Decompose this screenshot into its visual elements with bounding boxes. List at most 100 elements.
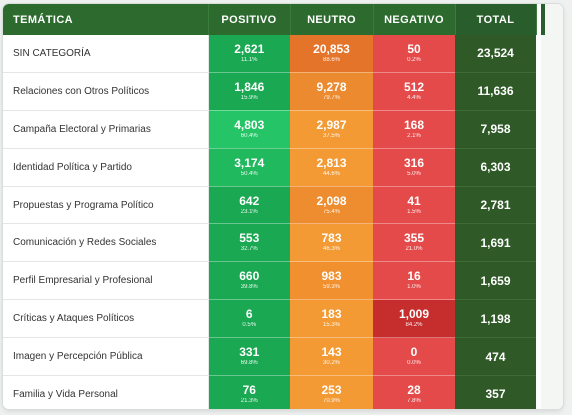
- total-cell: 1,659: [455, 261, 536, 301]
- column-header-total[interactable]: TOTAL: [455, 4, 537, 35]
- negative-count: 16: [407, 269, 421, 284]
- neutral-percent: 59.3%: [322, 284, 340, 291]
- total-cell: 6,303: [455, 148, 536, 187]
- total-cell: 11,636: [455, 72, 536, 111]
- total-cell: 2,781: [455, 186, 536, 225]
- table-row[interactable]: Comunicación y Redes Sociales 553 32.7% 783…: [3, 223, 536, 263]
- neutral-count: 2,813: [316, 155, 347, 170]
- topic-cell: Campaña Electoral y Primarias: [3, 110, 209, 149]
- positive-percent: 69.8%: [240, 360, 258, 367]
- positive-percent: 15.9%: [240, 94, 258, 101]
- positive-percent: 11.1%: [240, 56, 258, 63]
- topic-cell: Imagen y Percepción Pública: [3, 337, 209, 377]
- neutral-count: 143: [321, 345, 342, 360]
- positive-percent: 0.5%: [242, 322, 257, 329]
- topic-cell: SIN CATEGORÍA: [3, 35, 209, 73]
- table-row[interactable]: Familia y Vida Personal 76 21.3% 253 70.9% 28…: [3, 375, 536, 409]
- table-row[interactable]: Perfil Empresarial y Profesional 660 39.8%…: [3, 261, 536, 301]
- negative-count: 50: [407, 41, 421, 56]
- neutral-percent: 70.9%: [322, 397, 340, 404]
- total-cell: 1,691: [455, 223, 536, 263]
- table-row[interactable]: Críticas y Ataques Políticos 6 0.5% 183 15.3…: [3, 299, 536, 339]
- neutral-cell: 783 46.3%: [290, 223, 373, 263]
- negative-percent: 4.4%: [407, 94, 421, 101]
- positive-percent: 39.8%: [240, 284, 258, 291]
- positive-cell: 1,846 15.9%: [208, 72, 290, 111]
- positive-percent: 60.4%: [240, 132, 258, 139]
- positive-count: 1,846: [234, 79, 265, 94]
- neutral-percent: 79.7%: [322, 94, 340, 101]
- column-header-neutral[interactable]: NEUTRO: [290, 4, 374, 35]
- column-header-positive[interactable]: POSITIVO: [208, 4, 291, 35]
- negative-cell: 1,009 84.2%: [373, 299, 455, 339]
- total-cell: 7,958: [455, 110, 536, 149]
- column-header-negative[interactable]: NEGATIVO: [373, 4, 456, 35]
- table-header-row: TEMÁTICA POSITIVO NEUTRO NEGATIVO TOTAL: [3, 4, 537, 35]
- negative-cell: 0 0.0%: [373, 337, 455, 377]
- positive-percent: 32.7%: [240, 246, 258, 253]
- positive-count: 2,621: [234, 41, 265, 56]
- negative-percent: 0.2%: [407, 56, 421, 63]
- neutral-count: 253: [321, 382, 342, 397]
- total-cell: 23,524: [455, 35, 536, 73]
- negative-count: 28: [407, 382, 421, 397]
- negative-percent: 2.1%: [407, 132, 421, 139]
- total-cell: 474: [455, 337, 536, 377]
- positive-cell: 6 0.5%: [208, 299, 290, 339]
- negative-cell: 355 21.0%: [373, 223, 455, 263]
- topic-cell: Perfil Empresarial y Profesional: [3, 261, 209, 301]
- negative-count: 512: [403, 79, 425, 94]
- neutral-cell: 983 59.3%: [290, 261, 373, 301]
- total-cell: 357: [455, 375, 536, 409]
- negative-cell: 512 4.4%: [373, 72, 455, 111]
- column-header-topic[interactable]: TEMÁTICA: [3, 4, 209, 35]
- neutral-count: 2,098: [316, 193, 347, 208]
- negative-percent: 7.8%: [407, 397, 421, 404]
- negative-cell: 28 7.8%: [373, 375, 455, 409]
- topic-cell: Identidad Política y Partido: [3, 148, 209, 187]
- table-row[interactable]: Imagen y Percepción Pública 331 69.8% 143 30…: [3, 337, 536, 377]
- positive-percent: 50.4%: [240, 170, 258, 177]
- positive-cell: 4,803 60.4%: [208, 110, 290, 149]
- sentiment-table-card: TEMÁTICA POSITIVO NEUTRO NEGATIVO TOTAL …: [3, 4, 563, 409]
- neutral-count: 183: [321, 307, 342, 322]
- negative-count: 1,009: [398, 307, 430, 322]
- table-row[interactable]: Propuestas y Programa Político 642 23.1% 2,…: [3, 186, 536, 225]
- negative-count: 355: [403, 231, 425, 246]
- positive-cell: 2,621 11.1%: [208, 35, 290, 73]
- table-row[interactable]: Identidad Política y Partido 3,174 50.4% 2,…: [3, 148, 536, 187]
- neutral-cell: 183 15.3%: [290, 299, 373, 339]
- table-row[interactable]: Campaña Electoral y Primarias 4,803 60.4% 2…: [3, 110, 536, 149]
- neutral-count: 983: [321, 269, 342, 284]
- topic-cell: Familia y Vida Personal: [3, 375, 209, 409]
- negative-cell: 41 1.5%: [373, 186, 455, 225]
- neutral-cell: 2,987 37.5%: [290, 110, 373, 149]
- negative-count: 316: [403, 155, 425, 170]
- positive-cell: 76 21.3%: [208, 375, 290, 409]
- negative-cell: 16 1.0%: [373, 261, 455, 301]
- positive-cell: 660 39.8%: [208, 261, 290, 301]
- positive-cell: 553 32.7%: [208, 223, 290, 263]
- neutral-count: 9,278: [316, 79, 347, 94]
- neutral-cell: 9,278 79.7%: [290, 72, 373, 111]
- negative-count: 0: [410, 345, 418, 360]
- neutral-percent: 88.6%: [322, 56, 340, 63]
- total-cell: 1,198: [455, 299, 536, 339]
- negative-cell: 168 2.1%: [373, 110, 455, 149]
- table-row[interactable]: Relaciones con Otros Políticos 1,846 15.9%…: [3, 72, 536, 111]
- topic-cell: Relaciones con Otros Políticos: [3, 72, 209, 111]
- positive-count: 76: [242, 382, 256, 397]
- positive-cell: 3,174 50.4%: [208, 148, 290, 187]
- negative-percent: 1.5%: [407, 208, 421, 215]
- positive-count: 553: [239, 231, 260, 246]
- positive-count: 3,174: [234, 155, 265, 170]
- negative-count: 168: [403, 117, 425, 132]
- positive-count: 6: [245, 307, 253, 322]
- neutral-cell: 253 70.9%: [290, 375, 373, 409]
- table-row[interactable]: SIN CATEGORÍA 2,621 11.1% 20,853 88.6% 50 0.2%…: [3, 35, 536, 73]
- negative-percent: 5.0%: [407, 170, 421, 177]
- neutral-count: 20,853: [313, 41, 350, 56]
- sentiment-table: TEMÁTICA POSITIVO NEUTRO NEGATIVO TOTAL …: [3, 4, 537, 409]
- negative-count: 41: [407, 193, 421, 208]
- positive-count: 331: [239, 345, 260, 360]
